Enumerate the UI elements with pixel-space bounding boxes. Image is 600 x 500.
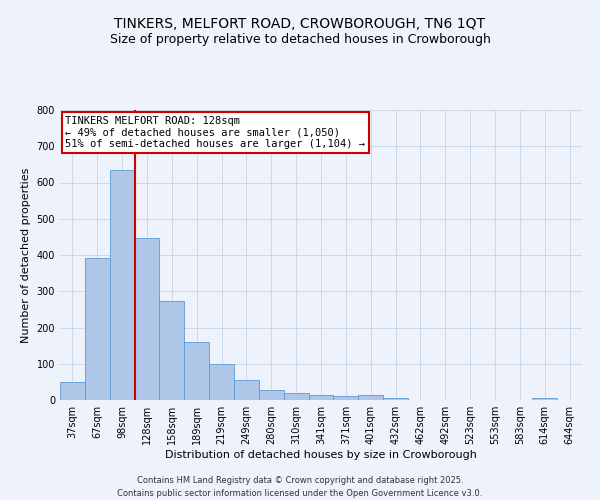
Y-axis label: Number of detached properties: Number of detached properties — [21, 168, 31, 342]
Bar — [259, 390, 284, 400]
Bar — [284, 394, 308, 400]
Bar — [110, 170, 134, 400]
Text: TINKERS, MELFORT ROAD, CROWBOROUGH, TN6 1QT: TINKERS, MELFORT ROAD, CROWBOROUGH, TN6 … — [115, 18, 485, 32]
Bar — [60, 382, 85, 400]
Text: Contains HM Land Registry data © Crown copyright and database right 2025.
Contai: Contains HM Land Registry data © Crown c… — [118, 476, 482, 498]
Bar — [160, 302, 184, 400]
Bar — [334, 396, 358, 400]
Bar — [85, 258, 110, 400]
Text: Size of property relative to detached houses in Crowborough: Size of property relative to detached ho… — [110, 32, 490, 46]
X-axis label: Distribution of detached houses by size in Crowborough: Distribution of detached houses by size … — [165, 450, 477, 460]
Bar — [184, 342, 209, 400]
Bar — [134, 238, 160, 400]
Bar — [358, 394, 383, 400]
Bar — [209, 364, 234, 400]
Text: TINKERS MELFORT ROAD: 128sqm
← 49% of detached houses are smaller (1,050)
51% of: TINKERS MELFORT ROAD: 128sqm ← 49% of de… — [65, 116, 365, 149]
Bar — [308, 394, 334, 400]
Bar — [532, 398, 557, 400]
Bar — [234, 380, 259, 400]
Bar — [383, 398, 408, 400]
